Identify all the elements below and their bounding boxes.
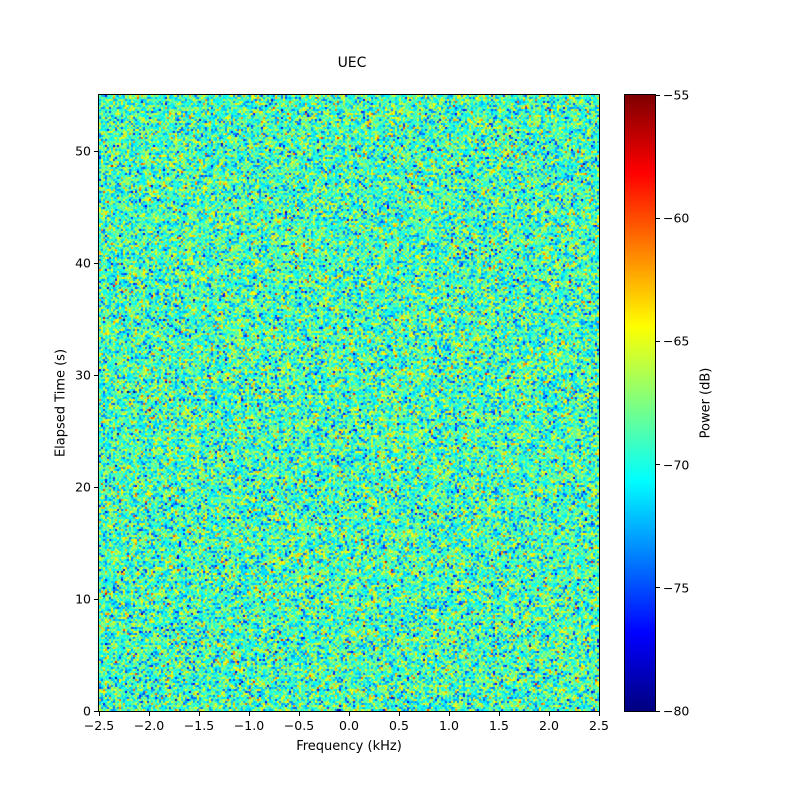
x-tick-mark xyxy=(548,712,550,716)
colorbar-tick-label: −60 xyxy=(663,210,690,226)
x-tick-mark xyxy=(148,712,150,716)
y-tick-label: 40 xyxy=(75,255,91,271)
x-tick-mark xyxy=(598,712,600,716)
colorbar-tick-label: −80 xyxy=(663,703,690,719)
x-tick-label: 1.0 xyxy=(439,718,459,733)
x-tick-mark xyxy=(198,712,200,716)
x-tick-label: 2.0 xyxy=(539,718,559,733)
title-line-main: UEC xyxy=(337,55,367,71)
colorbar-tick-label: −55 xyxy=(663,87,690,103)
spectrogram-heatmap xyxy=(99,95,599,711)
y-axis-label: Elapsed Time (s) xyxy=(53,348,69,458)
x-tick-label: −2.0 xyxy=(133,718,165,733)
y-tick-label: 20 xyxy=(75,479,91,495)
x-tick-mark xyxy=(498,712,500,716)
x-tick-mark xyxy=(348,712,350,716)
x-tick-mark xyxy=(448,712,450,716)
x-tick-mark xyxy=(248,712,250,716)
colorbar-tick-mark xyxy=(656,587,660,589)
y-tick-label: 0 xyxy=(83,703,91,719)
colorbar-tick-mark xyxy=(656,94,660,96)
plot-area xyxy=(98,94,600,712)
colorbar-tick-label: −75 xyxy=(663,580,690,596)
y-tick-label: 50 xyxy=(75,143,91,159)
colorbar-gradient xyxy=(625,95,655,711)
x-tick-label: −1.0 xyxy=(233,718,265,733)
x-tick-label: −1.5 xyxy=(183,718,215,733)
y-tick-label: 10 xyxy=(75,591,91,607)
colorbar-tick-mark xyxy=(656,710,660,712)
x-tick-label: 2.5 xyxy=(589,718,609,733)
colorbar-tick-label: −65 xyxy=(663,333,690,349)
x-tick-mark xyxy=(298,712,300,716)
x-tick-mark xyxy=(98,712,100,716)
colorbar xyxy=(624,94,656,712)
colorbar-label: Power (dB) xyxy=(698,367,714,439)
x-tick-label: 0.0 xyxy=(339,718,359,733)
colorbar-tick-mark xyxy=(656,464,660,466)
x-tick-label: −0.5 xyxy=(283,718,315,733)
x-axis-label: Frequency (kHz) xyxy=(296,739,402,754)
colorbar-tick-label: −70 xyxy=(663,457,690,473)
x-tick-label: 1.5 xyxy=(489,718,509,733)
colorbar-tick-mark xyxy=(656,217,660,219)
x-tick-label: 0.5 xyxy=(389,718,409,733)
x-tick-mark xyxy=(398,712,400,716)
x-tick-label: −2.5 xyxy=(83,718,115,733)
colorbar-tick-mark xyxy=(656,340,660,342)
